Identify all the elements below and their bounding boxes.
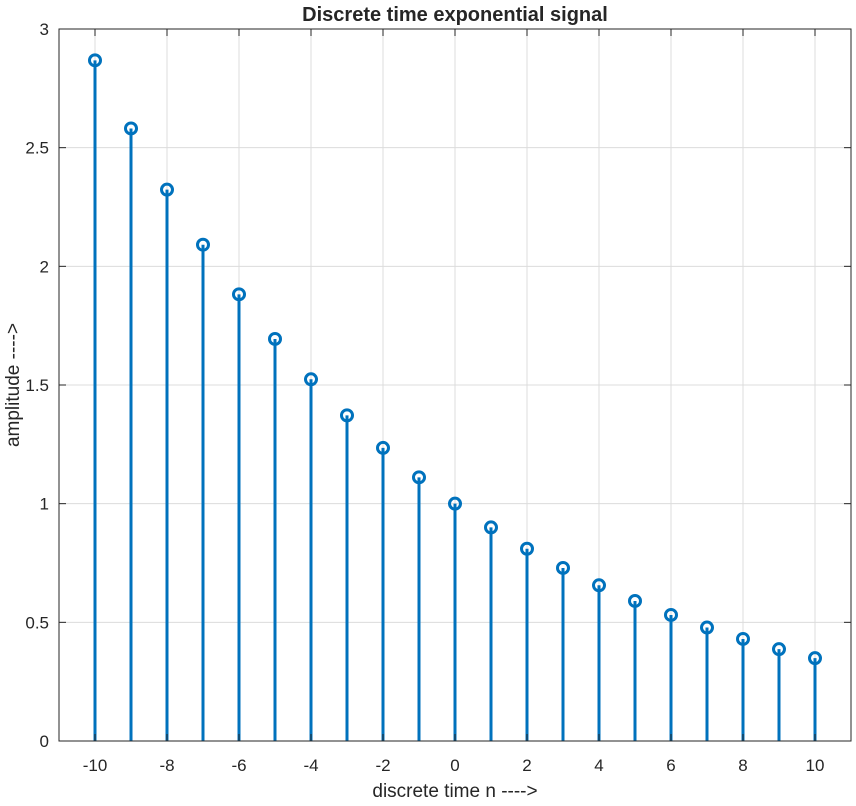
stem-marker [700, 620, 714, 635]
stem-marker [124, 121, 138, 136]
stem-marker [736, 631, 750, 646]
stem-marker [376, 440, 390, 455]
stem-marker [340, 408, 354, 423]
stem-marker [412, 470, 426, 485]
x-tick-label: 2 [522, 756, 531, 775]
x-tick-label: -6 [231, 756, 246, 775]
y-tick-label: 0.5 [25, 613, 49, 632]
stem-marker [520, 541, 534, 556]
x-tick-label: -4 [303, 756, 318, 775]
x-tick-label: 0 [450, 756, 459, 775]
stem-marker [556, 560, 570, 575]
x-tick-label: 8 [738, 756, 747, 775]
stem-marker [448, 496, 462, 511]
stem-marker [196, 237, 210, 252]
stem-marker [592, 578, 606, 593]
stem-marker [664, 607, 678, 622]
y-tick-label: 2.5 [25, 139, 49, 158]
stem-layer [88, 53, 822, 741]
stem-marker [88, 53, 102, 68]
x-tick-label: 4 [594, 756, 603, 775]
stem-marker [628, 593, 642, 608]
y-axis-label: amplitude ----> [3, 323, 24, 447]
x-tick-label: 10 [806, 756, 825, 775]
y-tick-label: 1 [40, 495, 49, 514]
stem-marker [304, 372, 318, 387]
x-tick-label: -2 [375, 756, 390, 775]
stem-marker [772, 642, 786, 657]
stem-marker [808, 651, 822, 666]
tick-layer: -10 -8 -6 -4 -2 0 2 4 6 8 10 0 0.5 1 1.5 2 2.5 3 [25, 20, 851, 775]
x-tick-label: 6 [666, 756, 675, 775]
x-tick-label: -10 [83, 756, 108, 775]
y-tick-label: 1.5 [25, 376, 49, 395]
x-tick-label: -8 [159, 756, 174, 775]
y-tick-label: 0 [40, 732, 49, 751]
stem-marker [160, 182, 174, 197]
stem-marker [268, 331, 282, 346]
stem-marker [484, 520, 498, 535]
chart-title: Discrete time exponential signal [302, 4, 608, 26]
y-tick-label: 3 [40, 20, 49, 39]
stem-marker [232, 287, 246, 302]
y-tick-label: 2 [40, 257, 49, 276]
x-axis-label: discrete time n ----> [372, 781, 537, 801]
